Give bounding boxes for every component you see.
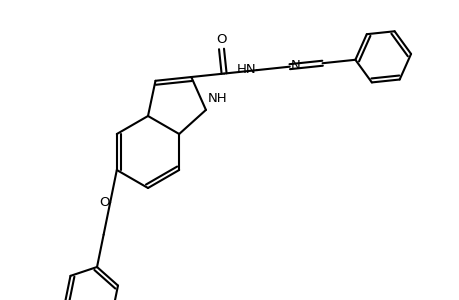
Text: HN: HN bbox=[236, 63, 255, 76]
Text: NH: NH bbox=[207, 92, 227, 105]
Text: N: N bbox=[290, 59, 300, 72]
Text: O: O bbox=[99, 196, 109, 209]
Text: O: O bbox=[216, 33, 226, 46]
